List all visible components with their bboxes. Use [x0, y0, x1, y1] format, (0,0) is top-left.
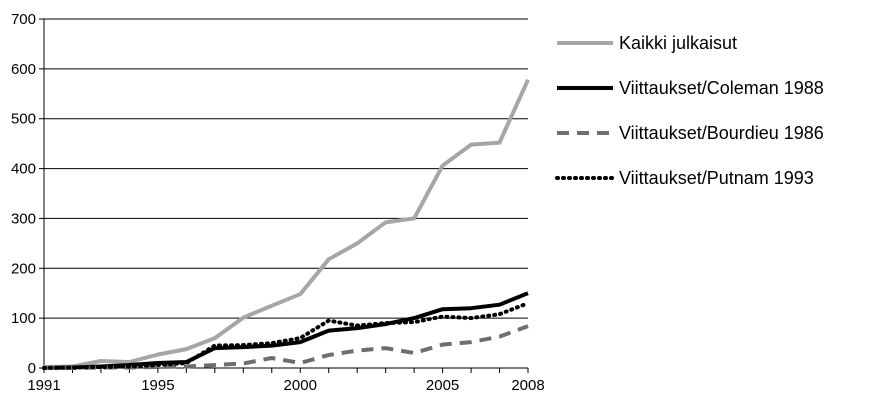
legend-label-0: Kaikki julkaisut [619, 33, 737, 53]
x-tick-label: 2005 [426, 377, 459, 394]
y-tick-label: 700 [11, 11, 36, 28]
series-line-3 [42, 301, 530, 370]
x-tick-label: 2008 [511, 377, 544, 394]
legend-label-3: Viittaukset/Putnam 1993 [619, 168, 814, 188]
x-tick-label: 2000 [284, 377, 317, 394]
legend-label-1: Viittaukset/Coleman 1988 [619, 78, 824, 98]
y-tick-label: 600 [11, 61, 36, 78]
x-tick-label: 1991 [27, 377, 60, 394]
y-tick-label: 100 [11, 310, 36, 327]
x-tick-labels: 1991 1995 2000 2005 2008 [27, 368, 545, 394]
legend: Kaikki julkaisut Viittaukset/Coleman 1988… [555, 33, 824, 188]
y-tick-label: 500 [11, 111, 36, 128]
legend-label-2: Viittaukset/Bourdieu 1986 [619, 123, 824, 143]
x-tick-label: 1995 [141, 377, 174, 394]
gridlines [39, 18, 528, 369]
series-lines [42, 78, 530, 370]
y-tick-label: 300 [11, 210, 36, 227]
series-line-1 [43, 291, 529, 370]
y-tick-label: 400 [11, 161, 36, 178]
y-tick-labels: 0 100 200 300 400 500 600 700 [11, 11, 36, 377]
series-line-0 [43, 78, 530, 369]
y-tick-label: 0 [28, 360, 36, 377]
y-tick-label: 200 [11, 260, 36, 277]
